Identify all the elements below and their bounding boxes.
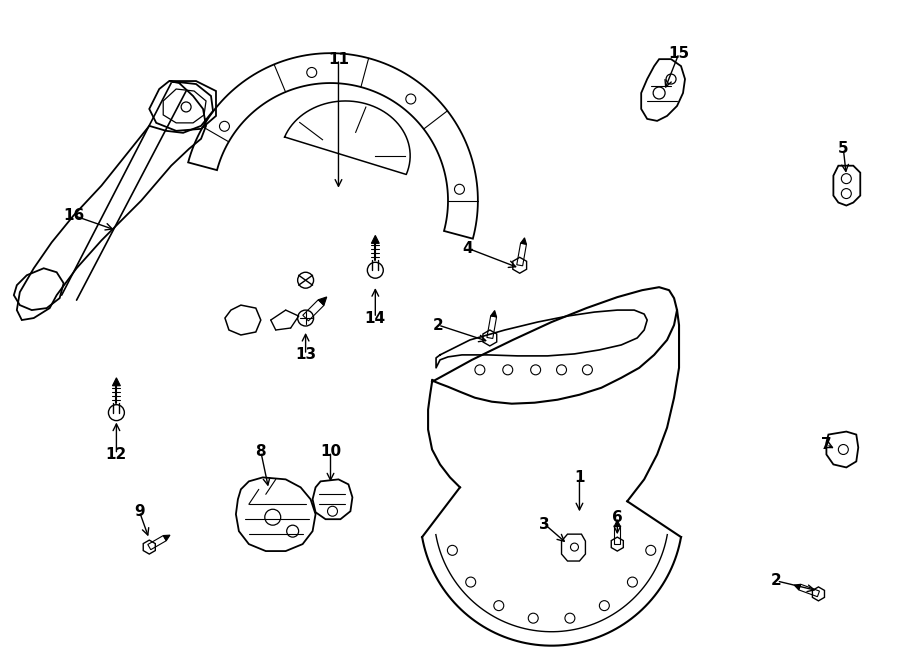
Text: 5: 5 (838, 141, 849, 156)
Text: 12: 12 (106, 447, 127, 462)
Polygon shape (615, 520, 620, 526)
Text: 9: 9 (134, 504, 145, 519)
Text: 3: 3 (539, 517, 550, 531)
Text: 15: 15 (669, 46, 689, 61)
Text: 8: 8 (256, 444, 266, 459)
Polygon shape (319, 297, 327, 305)
Text: 6: 6 (612, 510, 623, 525)
Polygon shape (372, 235, 379, 243)
Text: 11: 11 (328, 52, 349, 67)
Text: 13: 13 (295, 348, 316, 362)
Polygon shape (163, 535, 170, 541)
Text: 1: 1 (574, 470, 585, 485)
Text: 4: 4 (463, 241, 473, 256)
Polygon shape (794, 584, 801, 590)
Polygon shape (112, 378, 121, 386)
Text: 10: 10 (320, 444, 341, 459)
Polygon shape (491, 311, 497, 317)
Text: 7: 7 (821, 437, 832, 452)
Text: 2: 2 (433, 317, 444, 332)
Polygon shape (520, 238, 526, 244)
Text: 14: 14 (364, 311, 386, 326)
Text: 16: 16 (63, 208, 85, 223)
Text: 2: 2 (771, 574, 782, 588)
